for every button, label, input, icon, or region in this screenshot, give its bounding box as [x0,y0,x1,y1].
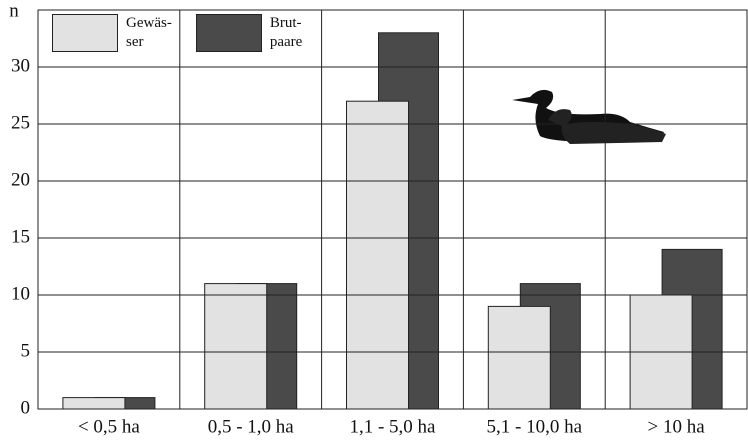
bar [487,305,551,410]
y-tick-label: 25 [11,112,30,133]
bar [62,397,126,410]
y-tick-label: 20 [11,169,30,190]
bar [204,283,268,410]
y-tick-label: 0 [21,397,31,418]
x-tick-label: < 0,5 ha [78,416,140,437]
x-tick-label: 5,1 - 10,0 ha [487,416,583,437]
bars [62,32,723,410]
x-tick-label: > 10 ha [648,416,706,437]
duck-illustration [512,89,666,144]
y-tick-label: 10 [11,283,30,304]
x-tick-label: 0,5 - 1,0 ha [208,416,295,437]
legend-swatch [195,14,262,52]
legend-swatch [52,14,118,52]
bar [346,100,409,410]
legend-label: Gewäs- ser [126,15,172,50]
y-axis-label: n [9,0,19,21]
x-tick-label: 1,1 - 5,0 ha [349,416,436,437]
y-tick-label: 15 [11,226,30,247]
legend: Gewäs- ser Brut- paare [52,14,302,52]
duck-2 [548,109,666,144]
y-tick-label: 30 [11,55,30,76]
legend-item: Brut- paare [195,14,303,52]
legend-label: Brut- paare [269,15,303,50]
legend-item: Gewäs- ser [52,14,172,52]
y-tick-label: 5 [21,340,31,361]
